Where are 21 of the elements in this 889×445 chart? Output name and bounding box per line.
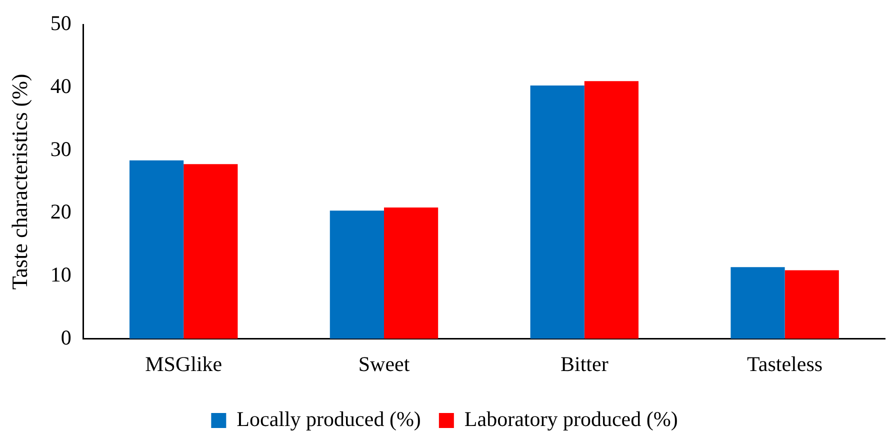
x-tick-label: Tasteless bbox=[747, 352, 823, 376]
y-tick-label: 40 bbox=[50, 74, 72, 98]
x-tick-label: Sweet bbox=[358, 352, 410, 376]
legend-label: Laboratory produced (%) bbox=[464, 407, 678, 432]
bar bbox=[730, 267, 785, 339]
y-tick-label: 20 bbox=[50, 200, 72, 224]
bar bbox=[330, 210, 384, 339]
bar bbox=[530, 86, 584, 339]
y-axis-title: Taste characteristics (%) bbox=[6, 74, 32, 290]
x-tick-label: MSGlike bbox=[145, 352, 222, 376]
y-tick-label: 0 bbox=[60, 325, 72, 350]
y-tick-label: 10 bbox=[50, 262, 72, 286]
bar bbox=[184, 164, 238, 339]
bar bbox=[584, 81, 639, 339]
y-tick-label: 30 bbox=[50, 136, 72, 161]
legend-label: Locally produced (%) bbox=[236, 407, 421, 432]
bar bbox=[384, 207, 438, 339]
bar bbox=[129, 160, 184, 339]
y-tick-label: 50 bbox=[50, 11, 72, 36]
bar bbox=[784, 270, 839, 339]
x-tick-label: Bitter bbox=[560, 352, 608, 376]
